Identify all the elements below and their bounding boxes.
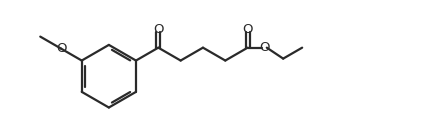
Text: O: O	[56, 42, 66, 55]
Text: O: O	[243, 23, 253, 36]
Text: O: O	[153, 23, 164, 36]
Text: O: O	[259, 41, 270, 54]
